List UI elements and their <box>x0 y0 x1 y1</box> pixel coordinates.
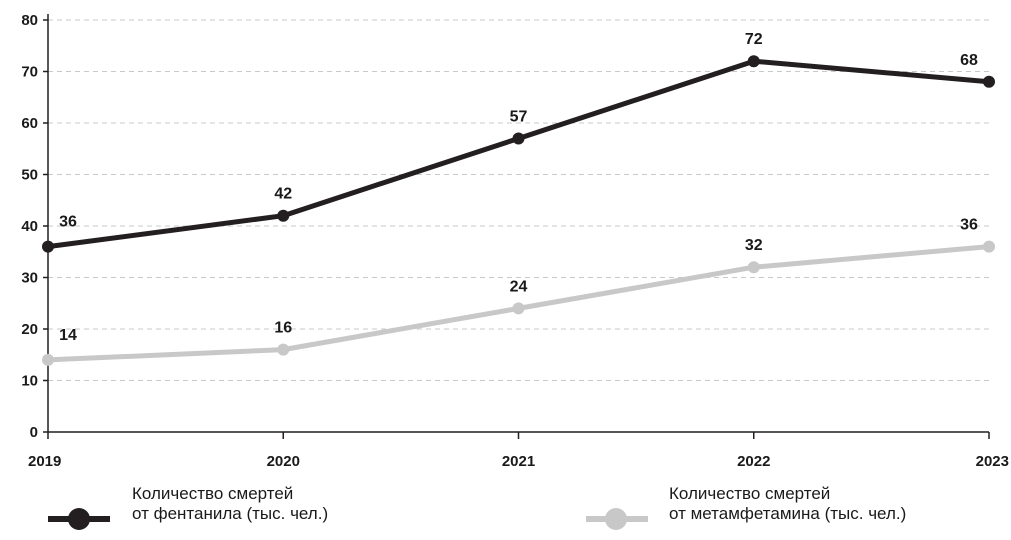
y-axis-ticks: 0 10 20 30 40 50 60 70 80 <box>21 12 48 441</box>
y-tick-label-30: 30 <box>21 270 38 287</box>
legend-label-meth: Количество смертей от метамфетамина (тыс… <box>669 484 906 524</box>
x-tick-label-2021: 2021 <box>502 453 535 470</box>
y-tick-label-0: 0 <box>30 424 38 441</box>
data-label-meth-2019: 14 <box>59 327 77 344</box>
legend-label-fentanyl-line2: от фентанила (тыс. чел.) <box>132 504 329 523</box>
gridlines <box>48 19 989 381</box>
data-label-meth-2021: 24 <box>510 278 528 295</box>
legend-label-meth-line1: Количество смертей <box>669 484 831 503</box>
x-tick-label-2023: 2023 <box>976 453 1009 470</box>
data-label-fentanyl-2023: 68 <box>960 52 978 69</box>
data-labels: 36 42 57 72 68 14 16 24 32 36 <box>59 31 978 344</box>
data-point-fentanyl-2023 <box>983 75 995 88</box>
data-label-meth-2020: 16 <box>274 320 292 337</box>
data-label-meth-2023: 36 <box>960 217 978 234</box>
y-tick-label-10: 10 <box>21 373 38 390</box>
legend-label-fentanyl: Количество смертей от фентанила (тыс. че… <box>132 484 328 524</box>
x-axis-ticks: 2019 2020 2021 2022 2023 <box>28 432 1009 470</box>
data-label-fentanyl-2021: 57 <box>510 108 528 125</box>
data-label-fentanyl-2020: 42 <box>274 186 292 203</box>
axes <box>47 14 989 433</box>
y-tick-label-50: 50 <box>21 167 38 184</box>
series-layer <box>42 55 995 366</box>
data-point-fentanyl-2021 <box>512 132 525 145</box>
series-line-fentanyl <box>45 58 992 250</box>
legend: Количество смертей от фентанила (тыс. че… <box>0 484 1011 536</box>
data-point-meth-2019 <box>42 353 54 366</box>
data-label-meth-2022: 32 <box>745 237 763 254</box>
y-tick-label-80: 80 <box>21 12 38 29</box>
data-point-meth-2020 <box>277 343 290 356</box>
y-tick-label-40: 40 <box>21 218 38 235</box>
x-tick-label-2020: 2020 <box>267 453 300 470</box>
data-point-fentanyl-2020 <box>277 209 290 222</box>
y-tick-label-60: 60 <box>21 115 38 132</box>
data-point-meth-2023 <box>983 240 995 253</box>
x-tick-label-2022: 2022 <box>737 453 770 470</box>
data-point-fentanyl-2022 <box>747 55 760 68</box>
data-point-meth-2021 <box>512 302 525 315</box>
data-label-fentanyl-2019: 36 <box>59 214 77 231</box>
data-point-fentanyl-2019 <box>42 240 54 253</box>
data-point-meth-2022 <box>747 261 760 274</box>
x-tick-label-2019: 2019 <box>28 453 61 470</box>
y-tick-label-70: 70 <box>21 64 38 81</box>
y-tick-label-20: 20 <box>21 321 38 338</box>
legend-label-meth-line2: от метамфетамина (тыс. чел.) <box>669 504 907 523</box>
legend-swatch-dot-fentanyl <box>68 508 90 530</box>
legend-swatch-dot-meth <box>605 508 627 530</box>
legend-label-fentanyl-line1: Количество смертей <box>132 484 294 503</box>
data-label-fentanyl-2022: 72 <box>745 31 763 48</box>
